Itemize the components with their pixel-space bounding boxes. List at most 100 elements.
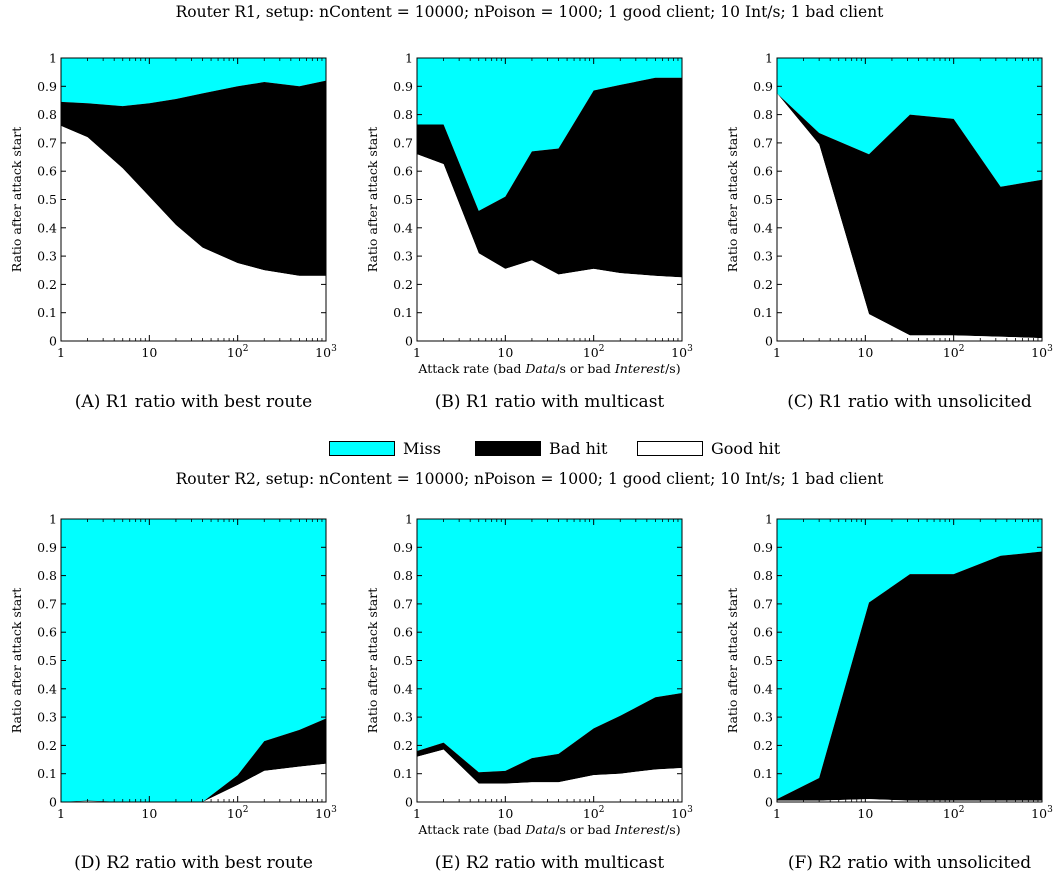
- series-miss-area: [61, 519, 326, 802]
- y-tick-label: 0.9: [393, 79, 413, 94]
- x-axis-label: Attack rate (bad Data/s or bad Interest/…: [417, 822, 680, 837]
- y-tick-label: 0: [49, 795, 57, 810]
- series-bad-hit-area: [777, 93, 1042, 339]
- y-tick-label: 0: [405, 795, 413, 810]
- legend-label-miss: Miss: [403, 439, 441, 458]
- legend-swatch-good-hit: [637, 441, 703, 456]
- x-tick-label: 102: [583, 805, 605, 821]
- y-tick-label: 1: [49, 512, 57, 527]
- legend: Miss Bad hit Good hit: [0, 439, 1059, 465]
- x-tick-label: 1: [57, 345, 65, 360]
- caption-b: (B) R1 ratio with multicast: [434, 392, 665, 412]
- figure-title-bottom: Router R2, setup: nContent = 10000; nPoi…: [175, 470, 884, 488]
- chart-panel-b: 0 0.1 0.2 0.3 0.4 0.5 0.6 0.7 0.8 0.9 1 1 10 102 103 Ra…: [365, 51, 693, 377]
- figure-title-top: Router R1, setup: nContent = 10000; nPoi…: [175, 3, 884, 21]
- y-tick-label: 0.4: [37, 220, 57, 235]
- y-tick-label: 0: [765, 795, 773, 810]
- x-tick-label: 10: [497, 806, 513, 821]
- y-tick-label: 0.8: [37, 107, 57, 122]
- y-axis-label: Ratio after attack start: [9, 588, 24, 734]
- y-tick-label: 0.3: [753, 249, 773, 264]
- series-good-hit-area: [61, 763, 326, 802]
- y-tick-label: 0.5: [393, 192, 413, 207]
- chart-panel-a: 0 0.1 0.2 0.3 0.4 0.5 0.6 0.7 0.8 0.9 1 1 10 102 103 Ra…: [9, 51, 337, 361]
- chart-panel-c: 0 0.1 0.2 0.3 0.4 0.5 0.6 0.7 0.8 0.9 1 1 10 102 103 Ra…: [725, 51, 1053, 361]
- y-tick-label: 0.1: [753, 305, 773, 320]
- series-good-hit-area: [61, 125, 326, 341]
- x-tick-label: 1: [773, 345, 781, 360]
- x-tick-label: 102: [943, 344, 965, 360]
- x-tick-label: 10: [857, 345, 873, 360]
- series-bad-hit-area: [417, 77, 682, 278]
- y-tick-label: 0.7: [37, 596, 57, 611]
- y-tick-label: 0.7: [753, 596, 773, 611]
- y-tick-label: 0.8: [37, 568, 57, 583]
- x-axis-label: Attack rate (bad Data/s or bad Interest/…: [417, 361, 680, 376]
- y-tick-label: 0.2: [37, 738, 57, 753]
- y-tick-label: 0.1: [393, 766, 413, 781]
- legend-label-good-hit: Good hit: [711, 439, 781, 458]
- y-tick-label: 0: [405, 334, 413, 349]
- y-tick-label: 1: [405, 51, 413, 66]
- y-tick-label: 0.9: [37, 540, 57, 555]
- y-tick-label: 0.3: [393, 249, 413, 264]
- y-axis-label: Ratio after attack start: [725, 588, 740, 734]
- y-tick-label: 0.4: [393, 220, 413, 235]
- y-tick-label: 0.9: [393, 540, 413, 555]
- series-miss-area: [417, 519, 682, 773]
- legend-item-bad-hit: Bad hit: [475, 439, 607, 458]
- y-tick-label: 0.1: [37, 766, 57, 781]
- x-tick-label: 103: [1031, 344, 1053, 360]
- y-tick-label: 0.5: [753, 653, 773, 668]
- series-bad-hit-area: [61, 80, 326, 276]
- x-tick-label: 10: [497, 345, 513, 360]
- x-tick-label: 10: [857, 806, 873, 821]
- series-good-hit-area: [417, 154, 682, 341]
- caption-f: (F) R2 ratio with unsolicited: [787, 853, 1032, 873]
- x-tick-label: 103: [671, 344, 693, 360]
- x-tick-label: 102: [227, 805, 249, 821]
- chart-panel-d: 0 0.1 0.2 0.3 0.4 0.5 0.6 0.7 0.8 0.9 1 1 10 102 103 Ra…: [9, 512, 337, 822]
- chart-panel-f: 0 0.1 0.2 0.3 0.4 0.5 0.6 0.7 0.8 0.9 1 1 10 102 103 Ra…: [725, 512, 1053, 822]
- caption-d: (D) R2 ratio with best route: [74, 853, 313, 873]
- y-tick-label: 1: [765, 51, 773, 66]
- x-tick-label: 103: [671, 805, 693, 821]
- y-tick-label: 0: [765, 334, 773, 349]
- y-axis-label: Ratio after attack start: [365, 588, 380, 734]
- y-tick-label: 0.7: [37, 135, 57, 150]
- x-tick-label: 102: [583, 344, 605, 360]
- series-miss-area: [777, 58, 1042, 187]
- y-tick-label: 0.3: [37, 249, 57, 264]
- x-tick-label: 1: [413, 806, 421, 821]
- y-tick-label: 0.4: [753, 220, 773, 235]
- y-tick-label: 0.4: [37, 681, 57, 696]
- series-miss-area: [417, 58, 682, 211]
- x-tick-label: 103: [315, 805, 337, 821]
- caption-c: (C) R1 ratio with unsolicited: [787, 392, 1032, 412]
- y-tick-label: 0.7: [753, 135, 773, 150]
- caption-a: (A) R1 ratio with best route: [74, 392, 313, 412]
- y-tick-label: 0.1: [393, 305, 413, 320]
- y-tick-label: 0.5: [37, 192, 57, 207]
- x-tick-label: 10: [141, 345, 157, 360]
- x-tick-label: 103: [1031, 805, 1053, 821]
- y-tick-label: 0.2: [393, 738, 413, 753]
- y-tick-label: 0.4: [393, 681, 413, 696]
- x-tick-label: 1: [57, 806, 65, 821]
- y-tick-label: 1: [405, 512, 413, 527]
- chart-panel-e: 0 0.1 0.2 0.3 0.4 0.5 0.6 0.7 0.8 0.9 1 1 10 102 103 Ra…: [365, 512, 693, 838]
- y-tick-label: 1: [49, 51, 57, 66]
- y-tick-label: 0.5: [37, 653, 57, 668]
- y-tick-label: 0.8: [753, 107, 773, 122]
- y-tick-label: 0.7: [393, 596, 413, 611]
- y-tick-label: 0.1: [37, 305, 57, 320]
- series-bad-hit-area: [417, 693, 682, 784]
- legend-label-bad-hit: Bad hit: [549, 439, 608, 458]
- series-good-hit-area: [777, 93, 1042, 341]
- y-tick-label: 0.2: [37, 277, 57, 292]
- x-tick-label: 102: [943, 805, 965, 821]
- y-tick-label: 0.4: [753, 681, 773, 696]
- legend-swatch-bad-hit: [475, 441, 541, 456]
- y-axis-label: Ratio after attack start: [9, 127, 24, 273]
- y-tick-label: 0.7: [393, 135, 413, 150]
